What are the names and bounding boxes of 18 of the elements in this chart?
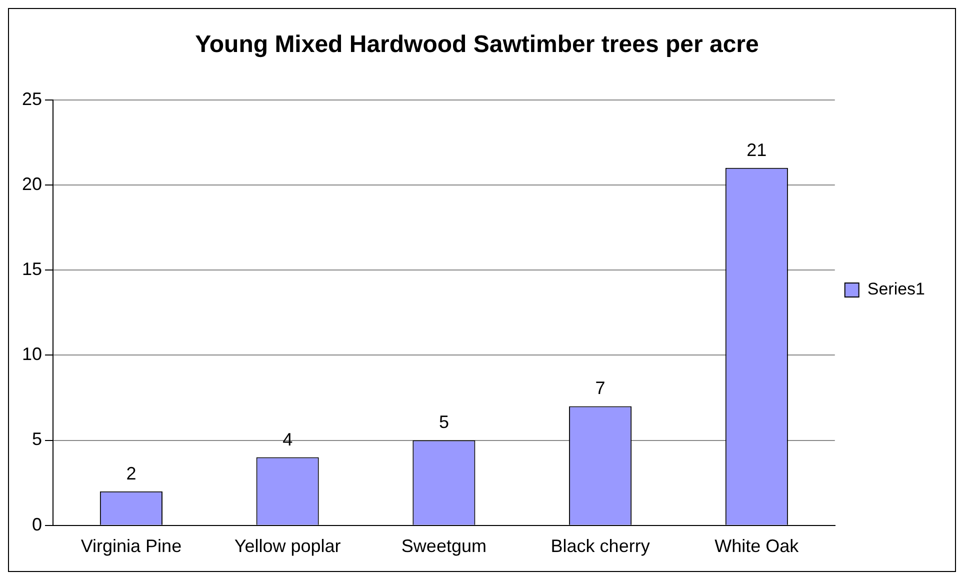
- y-tick-label: 20: [22, 174, 42, 194]
- x-tick-label: Black cherry: [550, 536, 650, 556]
- x-tick-label: Sweetgum: [401, 536, 486, 556]
- chart-title: Young Mixed Hardwood Sawtimber trees per acre: [195, 31, 759, 58]
- y-tick-label: 10: [22, 344, 42, 364]
- x-tick-label: Yellow poplar: [234, 536, 341, 556]
- x-tick-label: White Oak: [714, 536, 800, 556]
- legend-label: Series1: [867, 280, 925, 299]
- data-label: 5: [438, 412, 449, 432]
- data-label: 21: [746, 140, 767, 160]
- data-label: 7: [595, 378, 606, 398]
- data-label: 2: [126, 463, 136, 484]
- y-tick-label: 5: [32, 429, 42, 450]
- y-tick-label: 0: [32, 514, 42, 534]
- x-tick-label: Virginia Pine: [80, 536, 182, 556]
- y-tick-label: 15: [22, 259, 42, 280]
- y-tick-label: 25: [22, 88, 42, 109]
- data-label: 4: [282, 429, 293, 450]
